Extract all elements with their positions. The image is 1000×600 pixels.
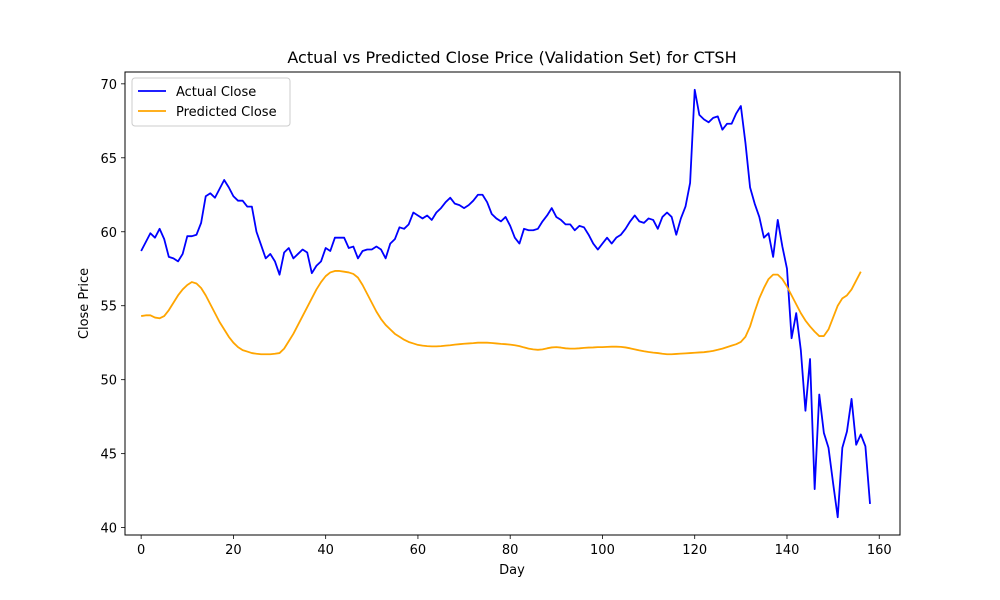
series-layer: [140, 88, 871, 519]
y-tick-label: 55: [100, 300, 117, 315]
x-axis-label: Day: [499, 563, 525, 578]
x-tick-label: 0: [137, 543, 145, 558]
x-tick-label: 20: [225, 543, 242, 558]
y-tick-label: 45: [100, 448, 117, 463]
legend-box: [131, 77, 291, 127]
y-tick-label: 40: [100, 522, 117, 537]
legend: Actual Close Predicted Close: [131, 77, 291, 127]
x-tick-label: 80: [502, 543, 519, 558]
legend-label-predicted-close: Predicted Close: [176, 105, 277, 120]
x-axis: 0 20 40 60 80 100 120 140 160: [137, 535, 892, 558]
series-line-predicted-close: [141, 270, 862, 356]
x-tick-label: 140: [775, 543, 800, 558]
y-tick-label: 65: [100, 152, 117, 167]
legend-label-actual-close: Actual Close: [176, 85, 256, 100]
y-tick-label: 50: [100, 374, 117, 389]
x-tick-label: 40: [317, 543, 334, 558]
y-tick-label: 70: [100, 78, 117, 93]
y-tick-label: 60: [100, 226, 117, 241]
y-axis-label: Close Price: [77, 268, 92, 339]
x-tick-label: 100: [590, 543, 615, 558]
x-tick-label: 120: [682, 543, 707, 558]
plot-area-frame: [124, 71, 901, 536]
x-tick-label: 60: [410, 543, 427, 558]
x-tick-label: 160: [867, 543, 892, 558]
y-axis: 40 45 50 55 60 65 70: [100, 78, 125, 537]
series-line-actual-close: [140, 88, 871, 519]
chart-title: Actual vs Predicted Close Price (Validat…: [287, 48, 736, 67]
